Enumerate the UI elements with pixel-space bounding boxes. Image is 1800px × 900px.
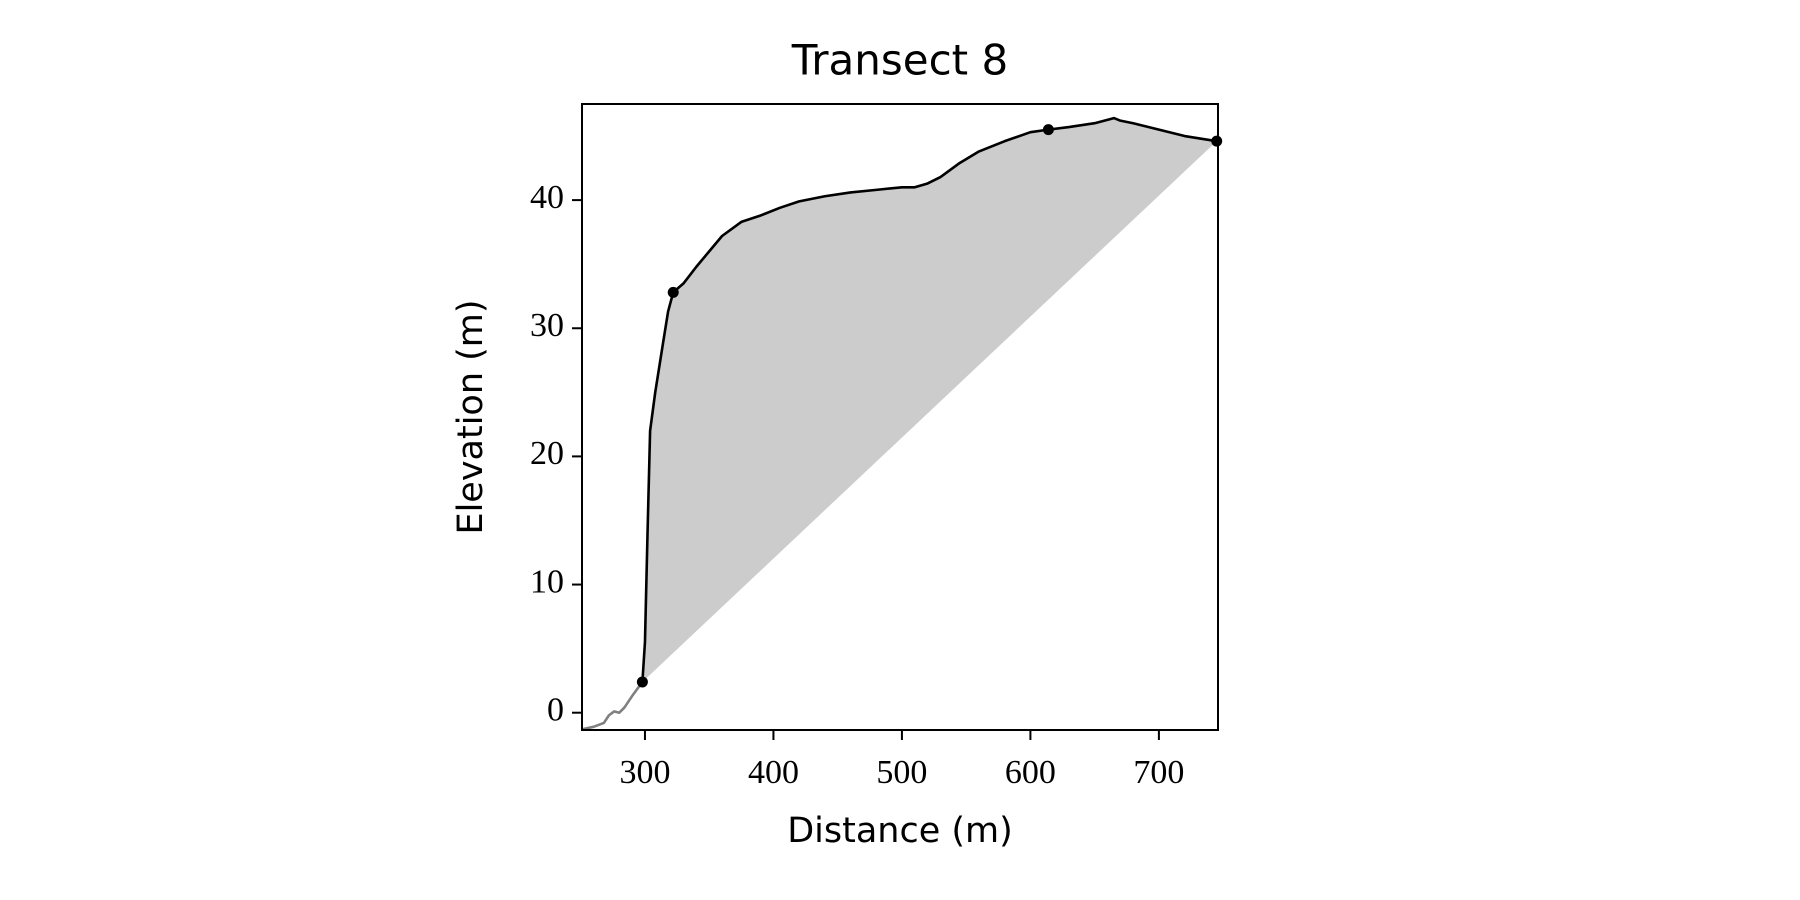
point-marker — [1211, 135, 1223, 147]
x-axis-label: Distance (m) — [787, 811, 1013, 851]
x-tick-label: 700 — [1133, 754, 1184, 791]
x-tick-label: 400 — [748, 754, 799, 791]
profile-line — [641, 116, 1217, 683]
chart-title: Transect 8 — [791, 36, 1008, 85]
x-tick-label: 300 — [619, 754, 670, 791]
x-tick-label: 500 — [876, 754, 927, 791]
y-tick-label: 10 — [530, 563, 564, 600]
point-marker — [636, 676, 648, 688]
y-tick-label: 40 — [530, 179, 564, 216]
y-tick-label: 20 — [530, 435, 564, 472]
point-marker — [667, 286, 679, 298]
fill-area — [642, 118, 1217, 682]
plot-frame — [581, 103, 1219, 731]
profile-line — [582, 681, 644, 730]
y-tick-label: 30 — [530, 307, 564, 344]
y-tick-label: 0 — [547, 691, 564, 728]
y-axis-label: Elevation (m) — [451, 299, 491, 534]
x-tick-label: 600 — [1005, 754, 1056, 791]
point-marker — [1042, 124, 1054, 136]
